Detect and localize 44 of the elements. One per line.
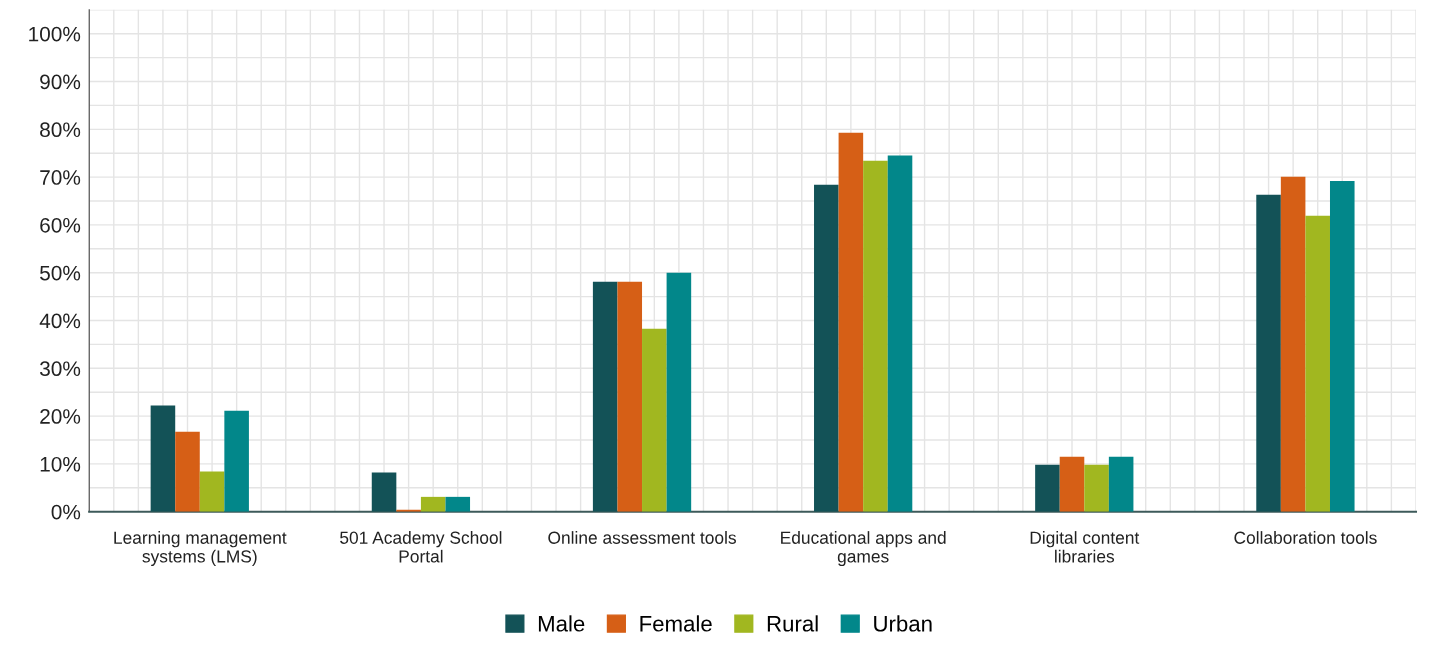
bar [1329, 180, 1355, 512]
x-tick-label: Collaboration tools [1234, 531, 1377, 544]
bar [592, 281, 618, 512]
y-tick-label: 30% [39, 361, 81, 377]
y-tick-label: 60% [40, 217, 81, 233]
bar [175, 431, 200, 512]
x-tick-label: Educational apps and games [781, 531, 946, 567]
bar [224, 410, 249, 512]
bar [1256, 194, 1281, 512]
bar [1084, 464, 1109, 512]
x-tick-label: Digital content libraries [1030, 531, 1140, 563]
legend-label: Female [640, 615, 712, 632]
y-tick-label: 90% [40, 74, 81, 90]
bar [887, 155, 913, 512]
bar [445, 496, 471, 512]
y-tick-label: 70% [40, 170, 81, 185]
bar [814, 184, 839, 512]
bar [1108, 456, 1134, 512]
bar [1059, 456, 1085, 512]
y-tick-label: 100% [29, 26, 81, 42]
y-tick-label: 40% [39, 313, 81, 329]
y-tick-label: 10% [40, 456, 81, 472]
x-tick-label: Online assessment tools [548, 531, 736, 544]
bar [1280, 176, 1306, 512]
bar [1035, 464, 1060, 512]
bar [1305, 215, 1330, 512]
y-tick-label: 20% [40, 409, 81, 424]
bar [150, 405, 176, 512]
y-tick-label: 80% [40, 122, 81, 138]
legend-label: Rural [767, 615, 818, 632]
x-tick-label: 501 Academy School Portal [340, 531, 502, 563]
bar [642, 328, 667, 512]
legend-label: Male [538, 615, 585, 632]
bar [863, 160, 888, 512]
bar [371, 472, 397, 512]
bar [666, 272, 692, 512]
bar [617, 281, 643, 512]
bar [838, 132, 864, 512]
bar [420, 496, 446, 512]
x-tick-label: Learning management systems (LMS) [114, 531, 287, 567]
legend-label: Urban [874, 615, 932, 632]
bar [199, 471, 225, 512]
y-tick-label: 0% [51, 504, 81, 520]
y-tick-label: 50% [40, 265, 81, 281]
